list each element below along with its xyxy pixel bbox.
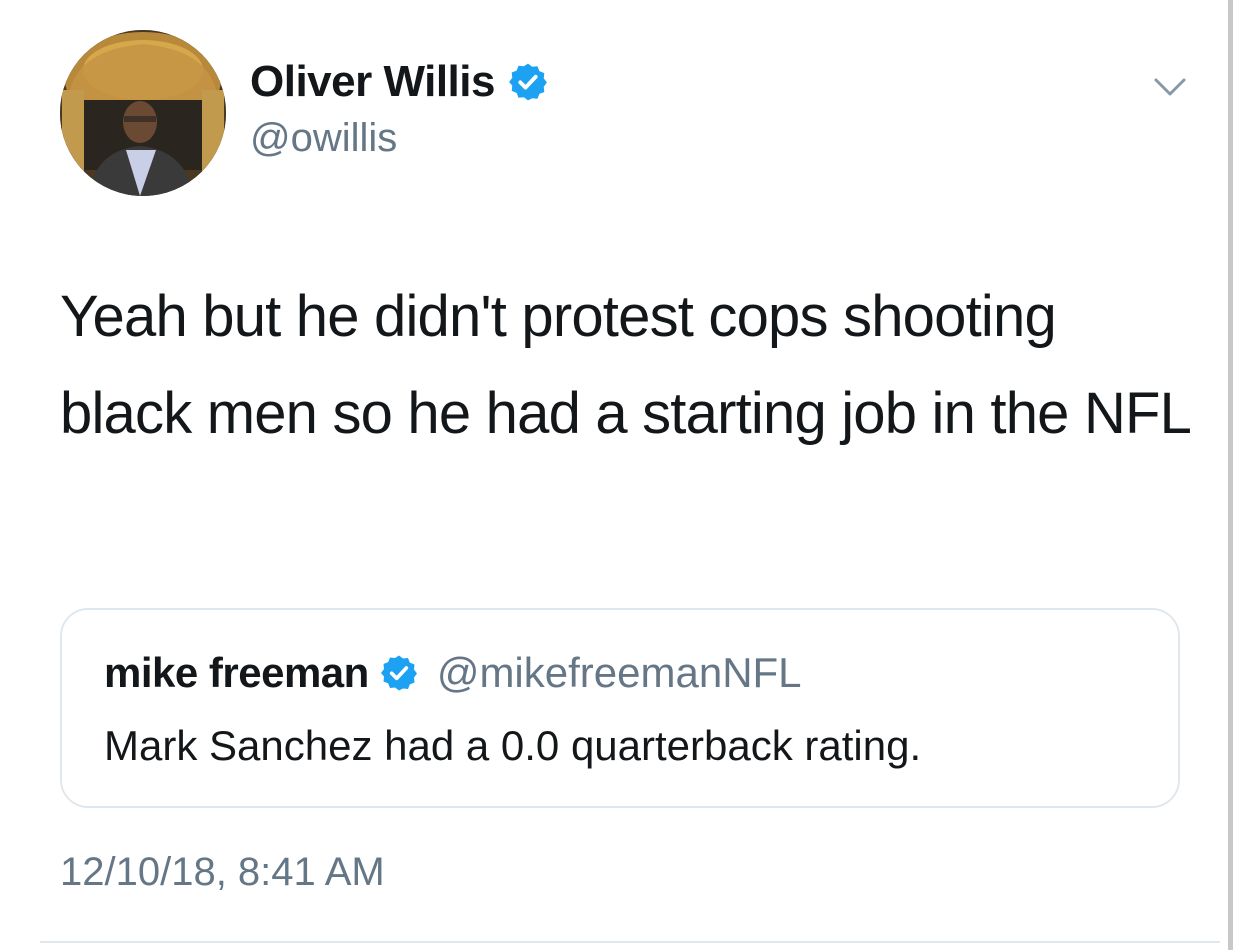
verified-badge-icon	[380, 655, 417, 691]
tweet-timestamp[interactable]: 12/10/18, 8:41 AM	[60, 850, 385, 894]
author-handle[interactable]: @owillis	[250, 116, 398, 160]
verified-badge-icon	[509, 63, 547, 101]
chevron-down-icon[interactable]	[1150, 72, 1190, 102]
tweet-text: Yeah but he didn't protest cops shooting…	[60, 284, 1192, 446]
scroll-edge	[1228, 0, 1233, 950]
author-name-row: Oliver Willis	[250, 56, 549, 108]
quoted-tweet-header: mike freeman @mikefreemanNFL	[104, 648, 802, 698]
quoted-tweet-card[interactable]: mike freeman @mikefreemanNFL Mark Sanche…	[60, 608, 1180, 808]
quoted-author-name: mike freeman	[104, 649, 369, 696]
author-display-name[interactable]: Oliver Willis	[250, 57, 495, 106]
divider	[40, 941, 1220, 943]
quoted-tweet-text: Mark Sanchez had a 0.0 quarterback ratin…	[104, 722, 922, 769]
quoted-author-handle: @mikefreemanNFL	[436, 649, 802, 696]
author-avatar[interactable]	[60, 30, 226, 196]
